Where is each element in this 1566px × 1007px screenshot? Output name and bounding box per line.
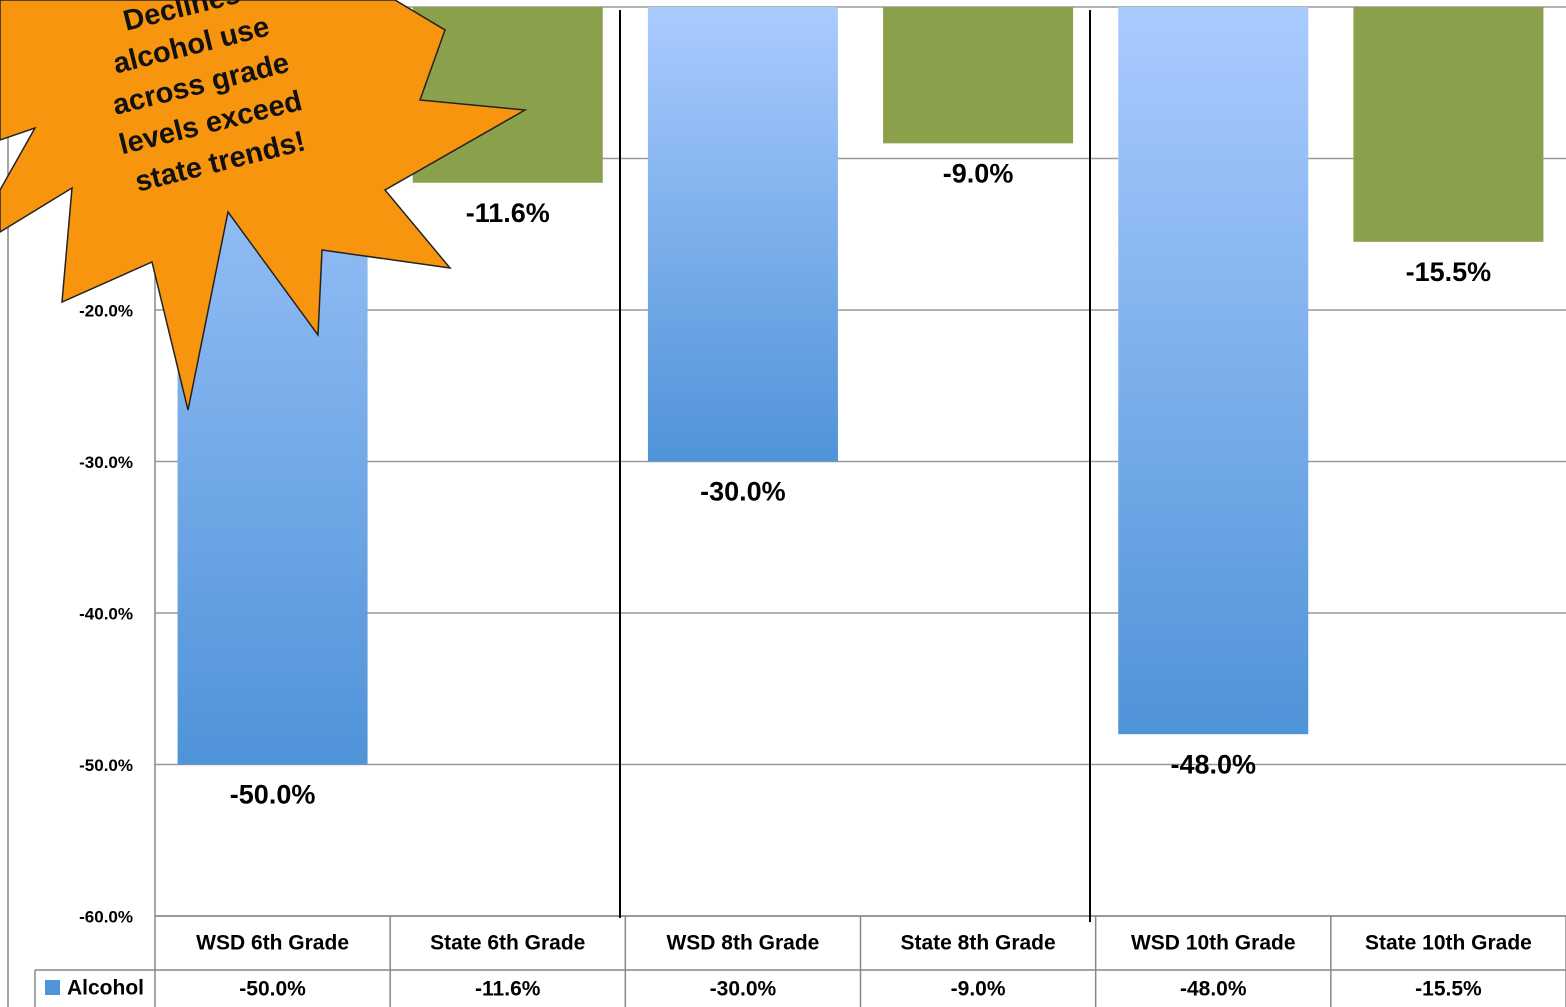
legend-label: Alcohol	[67, 977, 144, 1000]
table-value: -48.0%	[1180, 978, 1247, 1001]
bar	[883, 7, 1074, 144]
data-label: -48.0%	[1170, 749, 1256, 779]
starburst: Declines alcohol use across grade levels…	[0, 0, 528, 411]
x-tick-label: State 6th Grade	[430, 932, 585, 955]
data-label: -15.5%	[1406, 257, 1492, 287]
y-tick-label: -20.0%	[79, 301, 133, 320]
x-tick-label: State 8th Grade	[900, 932, 1055, 955]
y-tick-label: -40.0%	[79, 604, 133, 623]
x-tick-label: WSD 10th Grade	[1131, 932, 1296, 955]
x-tick-label: State 10th Grade	[1365, 932, 1532, 955]
y-tick-label: -60.0%	[79, 907, 133, 926]
table-value: -50.0%	[239, 978, 306, 1001]
bar	[1353, 7, 1544, 242]
data-label: -11.6%	[466, 198, 550, 228]
legend-swatch	[45, 980, 60, 995]
table-value: -9.0%	[951, 978, 1006, 1001]
x-tick-label: WSD 6th Grade	[196, 932, 349, 955]
data-label: -50.0%	[230, 780, 316, 810]
starburst-shape	[0, 0, 528, 411]
bar	[647, 7, 838, 462]
bar	[1118, 7, 1309, 735]
table-value: -30.0%	[710, 978, 777, 1001]
data-label: -9.0%	[943, 158, 1014, 188]
x-tick-label: WSD 8th Grade	[666, 932, 819, 955]
y-tick-label: -30.0%	[79, 453, 133, 472]
data-label: -30.0%	[700, 477, 786, 507]
y-tick-label: -50.0%	[79, 756, 133, 775]
table-value: -15.5%	[1415, 978, 1482, 1001]
table-value: -11.6%	[475, 978, 541, 1001]
